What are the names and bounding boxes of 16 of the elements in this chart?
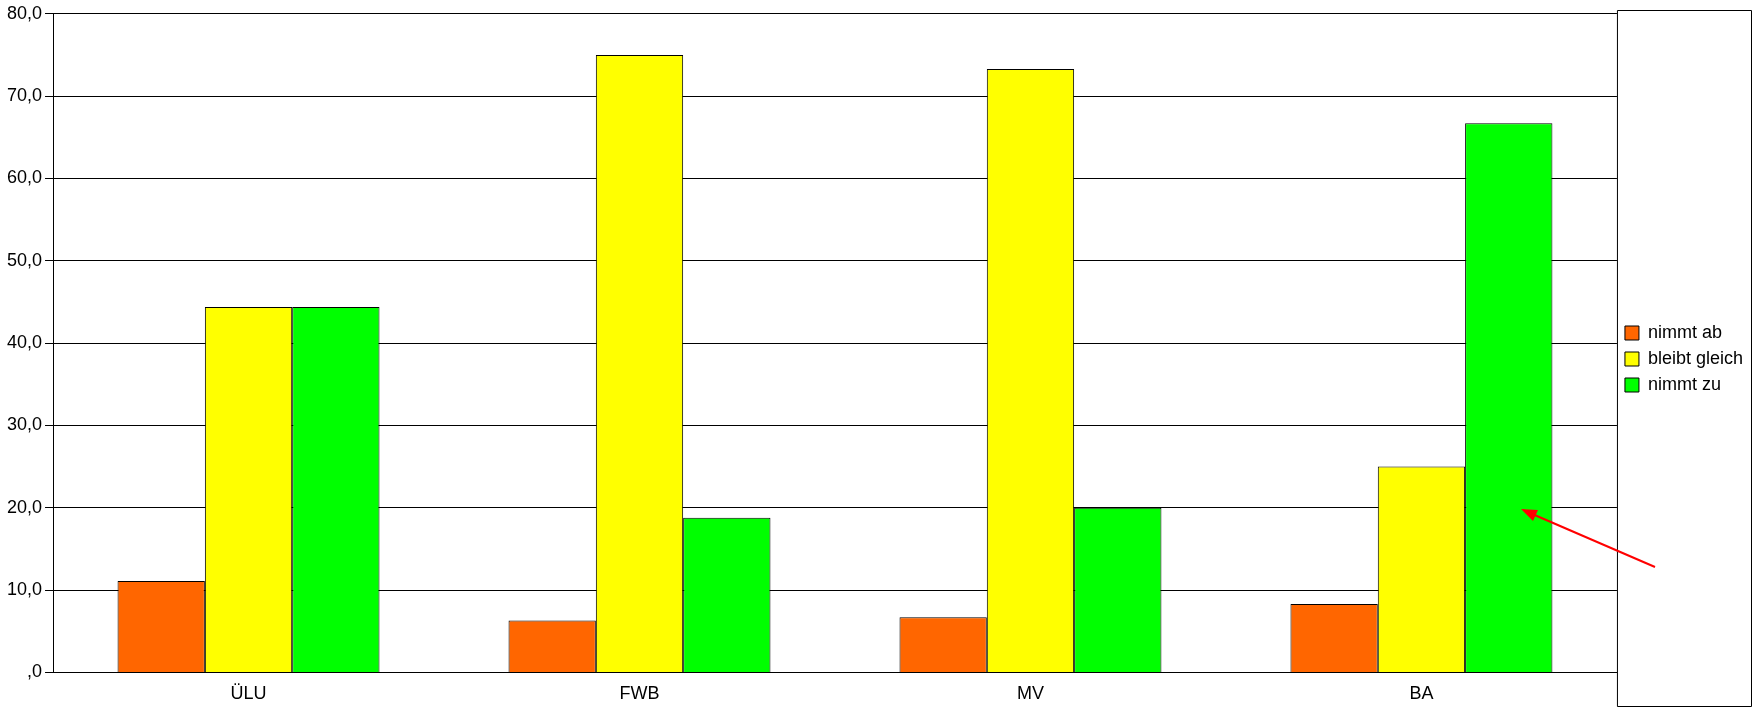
x-tick-label: BA xyxy=(1409,683,1434,704)
x-tick-label: MV xyxy=(1016,683,1044,704)
y-tick-label: ,0 xyxy=(27,661,43,682)
x-tick-label: ÜLU xyxy=(230,683,267,704)
y-tick-label: 70,0 xyxy=(6,85,43,106)
y-tick-label: 10,0 xyxy=(6,579,43,600)
y-tick-label: 60,0 xyxy=(6,167,43,188)
legend-label: nimmt zu xyxy=(1647,373,1721,394)
legend-label: bleibt gleich xyxy=(1647,347,1743,368)
y-tick-label: 30,0 xyxy=(6,414,43,435)
y-tick-label: 20,0 xyxy=(6,496,43,517)
legend-label: nimmt ab xyxy=(1647,321,1722,342)
y-tick-label: 50,0 xyxy=(6,249,43,270)
y-tick-label: 40,0 xyxy=(6,332,43,353)
x-tick-label: FWB xyxy=(619,683,660,704)
y-tick-label: 80,0 xyxy=(6,2,43,23)
